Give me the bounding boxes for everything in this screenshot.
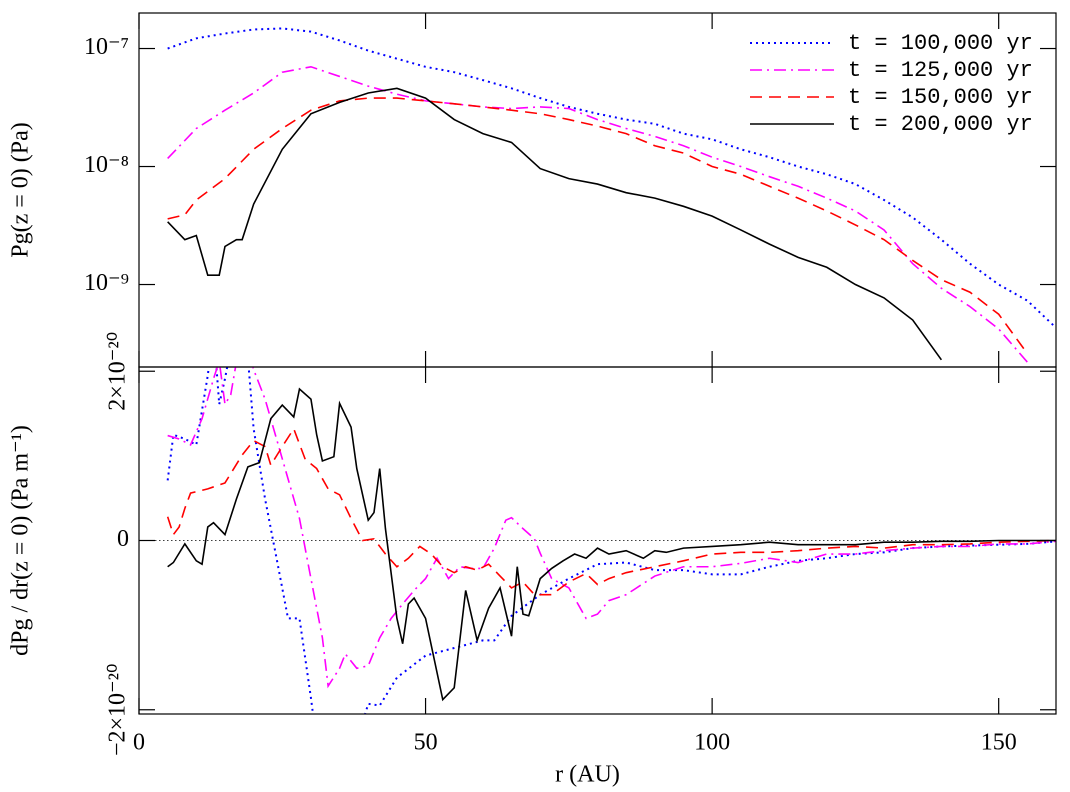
plot-area (166, 367, 1056, 714)
y-axis-label: dPg / dr(z = 0) (Pa m⁻¹) (8, 425, 34, 656)
y-tick-label: 0 (117, 526, 129, 552)
series-line (167, 97, 1028, 355)
x-tick-label: 150 (981, 730, 1017, 756)
x-tick-label: 0 (133, 730, 145, 756)
legend-label: t = 100,000 yr (848, 31, 1033, 56)
y-axis-label: Pg(z = 0) (Pa) (8, 122, 34, 258)
y-tick-label: 10⁻⁹ (84, 270, 129, 296)
legend-label: t = 200,000 yr (848, 112, 1033, 137)
y-tick-label: 10⁻⁸ (84, 152, 129, 178)
series-line (167, 65, 1028, 363)
y-tick-label: −2×10⁻²⁰ (105, 663, 131, 756)
y-tick-label: 2×10⁻²⁰ (105, 332, 131, 411)
legend-label: t = 150,000 yr (848, 85, 1033, 110)
x-tick-label: 100 (694, 730, 730, 756)
y-tick-label: 10⁻⁷ (84, 34, 129, 60)
series-line (167, 387, 1056, 702)
series-line (166, 427, 1056, 596)
series-line (167, 87, 943, 361)
series-line (166, 367, 1056, 714)
plot-area (167, 27, 1056, 363)
x-axis-label: r (AU) (555, 762, 620, 788)
legend-label: t = 125,000 yr (848, 58, 1033, 83)
x-tick-label: 50 (414, 730, 438, 756)
series-line (167, 27, 1056, 329)
plot-frame (138, 366, 1057, 715)
